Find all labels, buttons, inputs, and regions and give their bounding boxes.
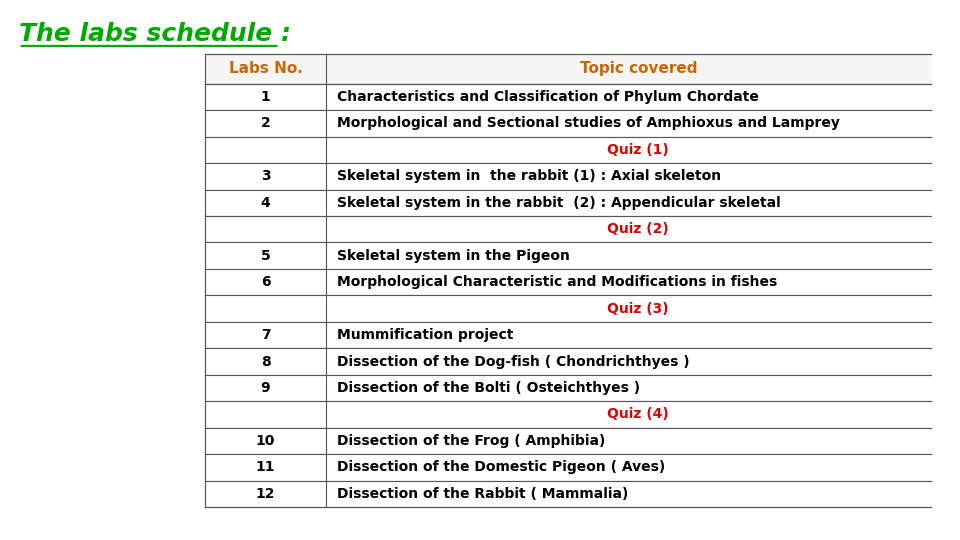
FancyBboxPatch shape xyxy=(205,348,950,375)
Text: 11: 11 xyxy=(255,461,276,474)
Text: Characteristics and Classification of Phylum Chordate: Characteristics and Classification of Ph… xyxy=(337,90,759,104)
Text: 9: 9 xyxy=(261,381,271,395)
Text: Morphological Characteristic and Modifications in fishes: Morphological Characteristic and Modific… xyxy=(337,275,778,289)
FancyBboxPatch shape xyxy=(205,190,950,216)
Text: Skeletal system in  the rabbit (1) : Axial skeleton: Skeletal system in the rabbit (1) : Axia… xyxy=(337,170,721,183)
Text: Dissection of the Bolti ( Osteichthyes ): Dissection of the Bolti ( Osteichthyes ) xyxy=(337,381,640,395)
Text: Dissection of the Dog-fish ( Chondrichthyes ): Dissection of the Dog-fish ( Chondrichth… xyxy=(337,355,690,368)
Text: Mummification project: Mummification project xyxy=(337,328,514,342)
Text: 5: 5 xyxy=(261,249,271,262)
Text: 6: 6 xyxy=(261,275,271,289)
Text: Dissection of the Rabbit ( Mammalia): Dissection of the Rabbit ( Mammalia) xyxy=(337,487,629,501)
FancyBboxPatch shape xyxy=(205,84,950,110)
Text: 1: 1 xyxy=(261,90,271,104)
Text: 7: 7 xyxy=(261,328,271,342)
Text: Morphological and Sectional studies of Amphioxus and Lamprey: Morphological and Sectional studies of A… xyxy=(337,117,840,130)
FancyBboxPatch shape xyxy=(205,322,950,348)
FancyBboxPatch shape xyxy=(205,54,950,84)
Text: Topic covered: Topic covered xyxy=(580,62,697,76)
FancyBboxPatch shape xyxy=(205,110,950,137)
FancyBboxPatch shape xyxy=(205,269,950,295)
FancyBboxPatch shape xyxy=(205,295,950,322)
Text: 4: 4 xyxy=(261,196,271,210)
Text: Quiz (1): Quiz (1) xyxy=(608,143,669,157)
Text: Skeletal system in the Pigeon: Skeletal system in the Pigeon xyxy=(337,249,570,262)
Text: 12: 12 xyxy=(255,487,276,501)
Text: Quiz (4): Quiz (4) xyxy=(608,408,669,421)
FancyBboxPatch shape xyxy=(205,481,950,507)
FancyBboxPatch shape xyxy=(205,454,950,481)
Text: 8: 8 xyxy=(261,355,271,368)
FancyBboxPatch shape xyxy=(205,163,950,190)
Text: Dissection of the Frog ( Amphibia): Dissection of the Frog ( Amphibia) xyxy=(337,434,606,448)
Text: Quiz (2): Quiz (2) xyxy=(608,222,669,236)
FancyBboxPatch shape xyxy=(205,242,950,269)
Text: Labs No.: Labs No. xyxy=(228,62,302,76)
FancyBboxPatch shape xyxy=(205,375,950,401)
FancyBboxPatch shape xyxy=(205,137,950,163)
Text: 10: 10 xyxy=(256,434,276,448)
Text: The labs schedule :: The labs schedule : xyxy=(18,22,291,45)
Text: Skeletal system in the rabbit  (2) : Appendicular skeletal: Skeletal system in the rabbit (2) : Appe… xyxy=(337,196,781,210)
Text: Dissection of the Domestic Pigeon ( Aves): Dissection of the Domestic Pigeon ( Aves… xyxy=(337,461,665,474)
Text: Quiz (3): Quiz (3) xyxy=(608,302,669,315)
FancyBboxPatch shape xyxy=(205,428,950,454)
FancyBboxPatch shape xyxy=(205,216,950,242)
Text: 2: 2 xyxy=(261,117,271,130)
Text: 3: 3 xyxy=(261,170,271,183)
FancyBboxPatch shape xyxy=(205,401,950,428)
